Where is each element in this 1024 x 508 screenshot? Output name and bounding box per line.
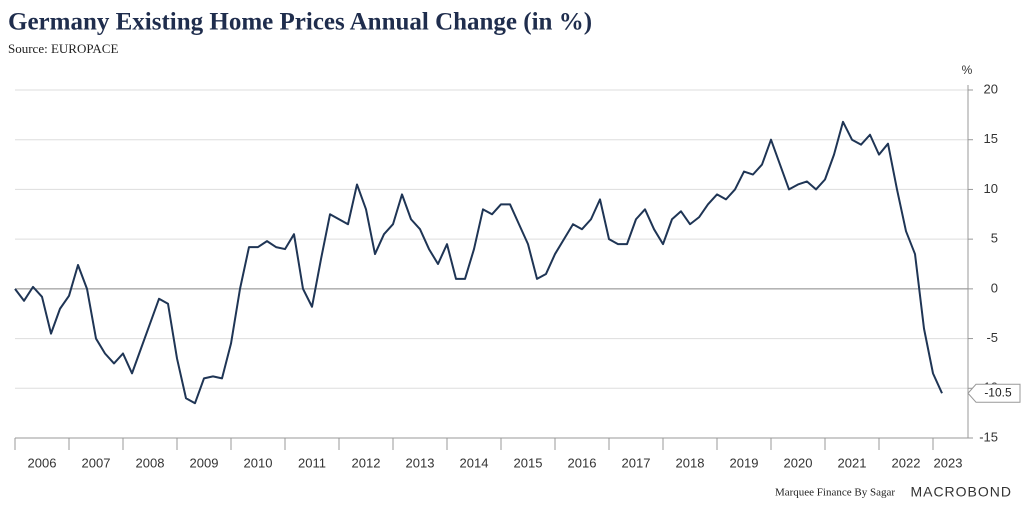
y-tick-label: 5 — [991, 231, 998, 246]
y-tick-label: 10 — [984, 181, 998, 196]
x-tick-label: 2018 — [676, 455, 705, 470]
x-tick-label: 2016 — [568, 455, 597, 470]
x-tick-label: 2010 — [244, 455, 273, 470]
x-tick-label: 2006 — [28, 455, 57, 470]
credit: Marquee Finance By Sagar — [775, 487, 895, 499]
brand: MACROBOND — [910, 484, 1012, 500]
x-tick-label: 2009 — [190, 455, 219, 470]
last-value-label: -10.5 — [984, 385, 1012, 399]
chart-title: Germany Existing Home Prices Annual Chan… — [8, 9, 592, 36]
x-tick-label: 2019 — [730, 455, 759, 470]
last-value-box — [967, 383, 1021, 403]
x-tick-label: 2011 — [298, 455, 326, 470]
x-tick-label: 2008 — [136, 455, 165, 470]
x-tick-label: 2021 — [838, 455, 867, 470]
x-tick-label: 2022 — [892, 455, 921, 470]
x-tick-label: 2023 — [934, 455, 963, 470]
y-unit: % — [962, 63, 973, 77]
x-tick-label: 2012 — [352, 455, 381, 470]
x-tick-label: 2020 — [784, 455, 813, 470]
x-tick-label: 2015 — [514, 455, 543, 470]
y-tick-label: 15 — [984, 131, 998, 146]
y-tick-label: -5 — [986, 330, 998, 345]
y-tick-label: -15 — [979, 429, 998, 444]
line — [14, 120, 943, 405]
y-tick-label: 20 — [984, 81, 998, 96]
x-tick-label: 2013 — [406, 455, 435, 470]
x-tick-label: 2007 — [82, 455, 111, 470]
x-tick-label: 2017 — [622, 455, 651, 470]
y-tick-label: 0 — [991, 280, 998, 295]
x-tick-label: 2014 — [460, 455, 489, 470]
chart-subtitle: Source: EUROPACE — [8, 41, 118, 56]
